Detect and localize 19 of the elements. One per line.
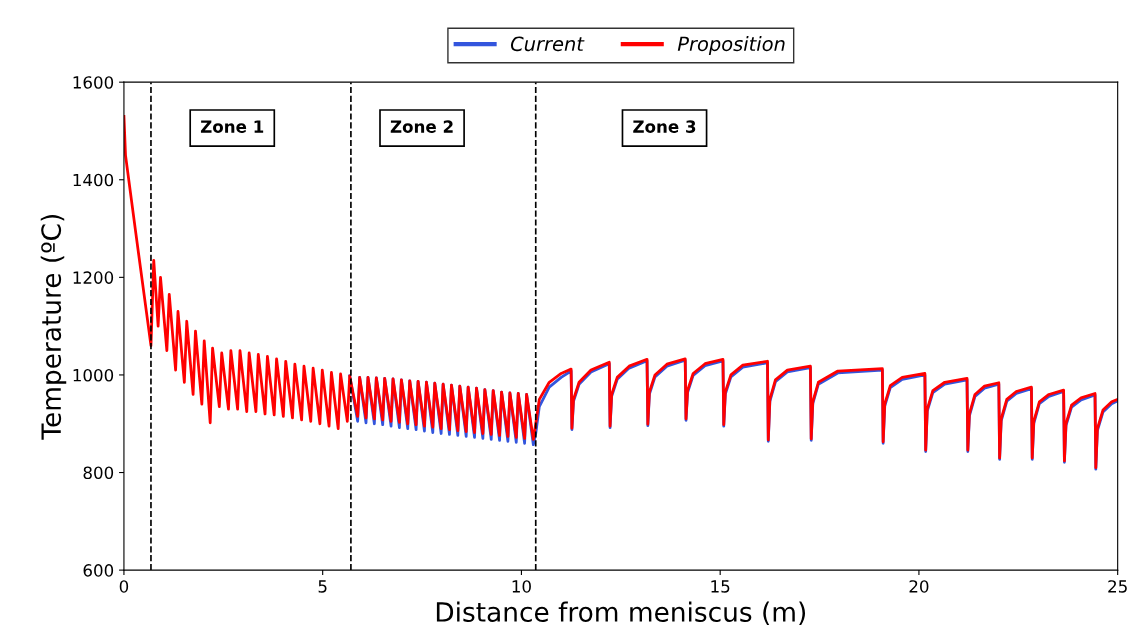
- y-tick-label: 1200: [73, 271, 114, 284]
- x-tick-label: 25: [1108, 580, 1127, 593]
- y-tick-label: 1000: [73, 368, 114, 382]
- y-tick-label: 600: [83, 564, 114, 577]
- x-tick-label: 0: [119, 580, 129, 593]
- y-tick-label: 800: [83, 466, 114, 480]
- annotation: Zone 2: [390, 120, 453, 133]
- x-tick-label: 10: [512, 580, 531, 593]
- x-axis-title: Distance from meniscus (m): [436, 601, 806, 626]
- y-tick-label: 1400: [73, 173, 114, 187]
- y-axis-title: Temperature (ºC): [40, 214, 67, 440]
- x-tick-label: 20: [909, 580, 929, 593]
- legend-label: Proposition: [677, 36, 785, 55]
- x-tick-label: 5: [318, 580, 327, 593]
- x-tick-label: 15: [711, 580, 730, 593]
- annotation: Zone 3: [633, 120, 696, 133]
- annotation: Zone 1: [200, 120, 264, 133]
- legend-label: Current: [510, 36, 585, 52]
- y-tick-label: 1600: [73, 76, 114, 89]
